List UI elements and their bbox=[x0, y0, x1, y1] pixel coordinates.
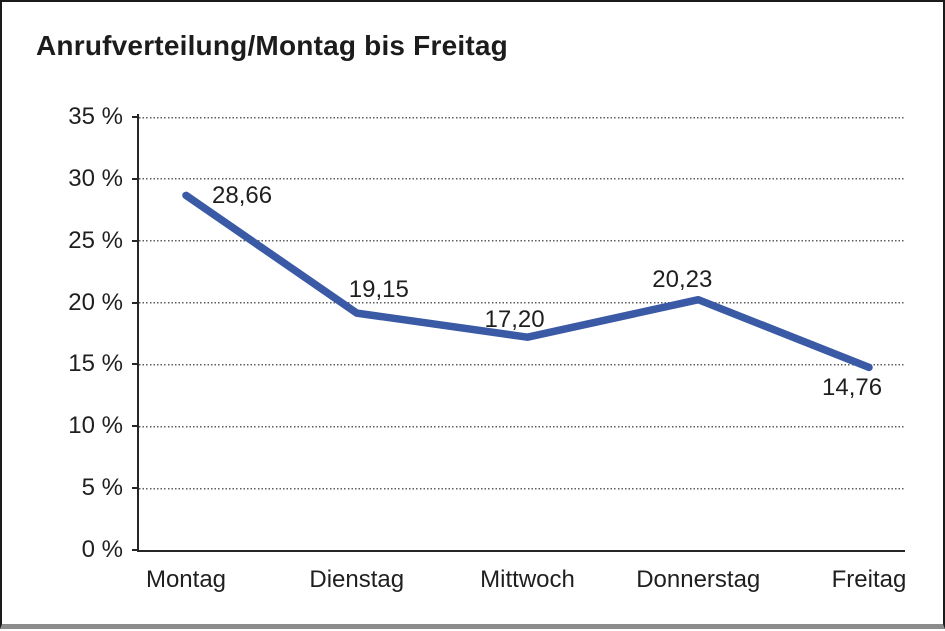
series-line-svg bbox=[182, 191, 873, 372]
data-label: 14,76 bbox=[822, 374, 883, 402]
y-tick-label: 20 % bbox=[68, 288, 123, 316]
x-tick-label: Montag bbox=[145, 566, 227, 593]
data-label: 19,15 bbox=[348, 276, 409, 304]
gridline bbox=[139, 178, 905, 181]
gridline bbox=[139, 240, 905, 243]
y-axis-tick bbox=[132, 177, 139, 180]
y-axis-tick bbox=[132, 487, 139, 490]
y-tick-label: 25 % bbox=[68, 226, 123, 254]
y-tick-label: 35 % bbox=[68, 103, 123, 130]
y-axis-tick bbox=[132, 549, 139, 551]
y-tick-label: 30 % bbox=[68, 164, 123, 192]
y-axis-tick bbox=[132, 425, 139, 428]
x-tick-label: Donnerstag bbox=[636, 566, 761, 593]
data-label: 17,20 bbox=[484, 306, 545, 334]
gridline bbox=[139, 363, 905, 366]
x-tick-label: Dienstag bbox=[309, 566, 405, 593]
y-axis bbox=[137, 114, 139, 552]
gridline bbox=[139, 116, 905, 119]
y-axis-tick bbox=[132, 239, 139, 242]
y-axis-tick bbox=[132, 116, 139, 118]
data-label: 28,66 bbox=[212, 182, 273, 210]
gridline bbox=[139, 487, 905, 490]
y-tick-label: 5 % bbox=[81, 474, 123, 502]
y-tick-label: 10 % bbox=[68, 412, 123, 440]
chart-title: Anrufverteilung/Montag bis Freitag bbox=[36, 30, 508, 61]
x-tick-label: Freitag bbox=[831, 566, 907, 593]
x-tick-label: Mittwoch bbox=[480, 566, 575, 593]
gridline bbox=[139, 425, 905, 428]
y-axis-tick bbox=[132, 301, 139, 304]
y-tick-label: 15 % bbox=[68, 350, 123, 378]
gridline bbox=[139, 302, 905, 305]
y-tick-label: 0 % bbox=[81, 536, 123, 563]
series-line bbox=[182, 191, 873, 372]
x-axis bbox=[137, 550, 905, 552]
data-label: 20,23 bbox=[652, 265, 713, 293]
y-axis-tick bbox=[132, 363, 139, 366]
